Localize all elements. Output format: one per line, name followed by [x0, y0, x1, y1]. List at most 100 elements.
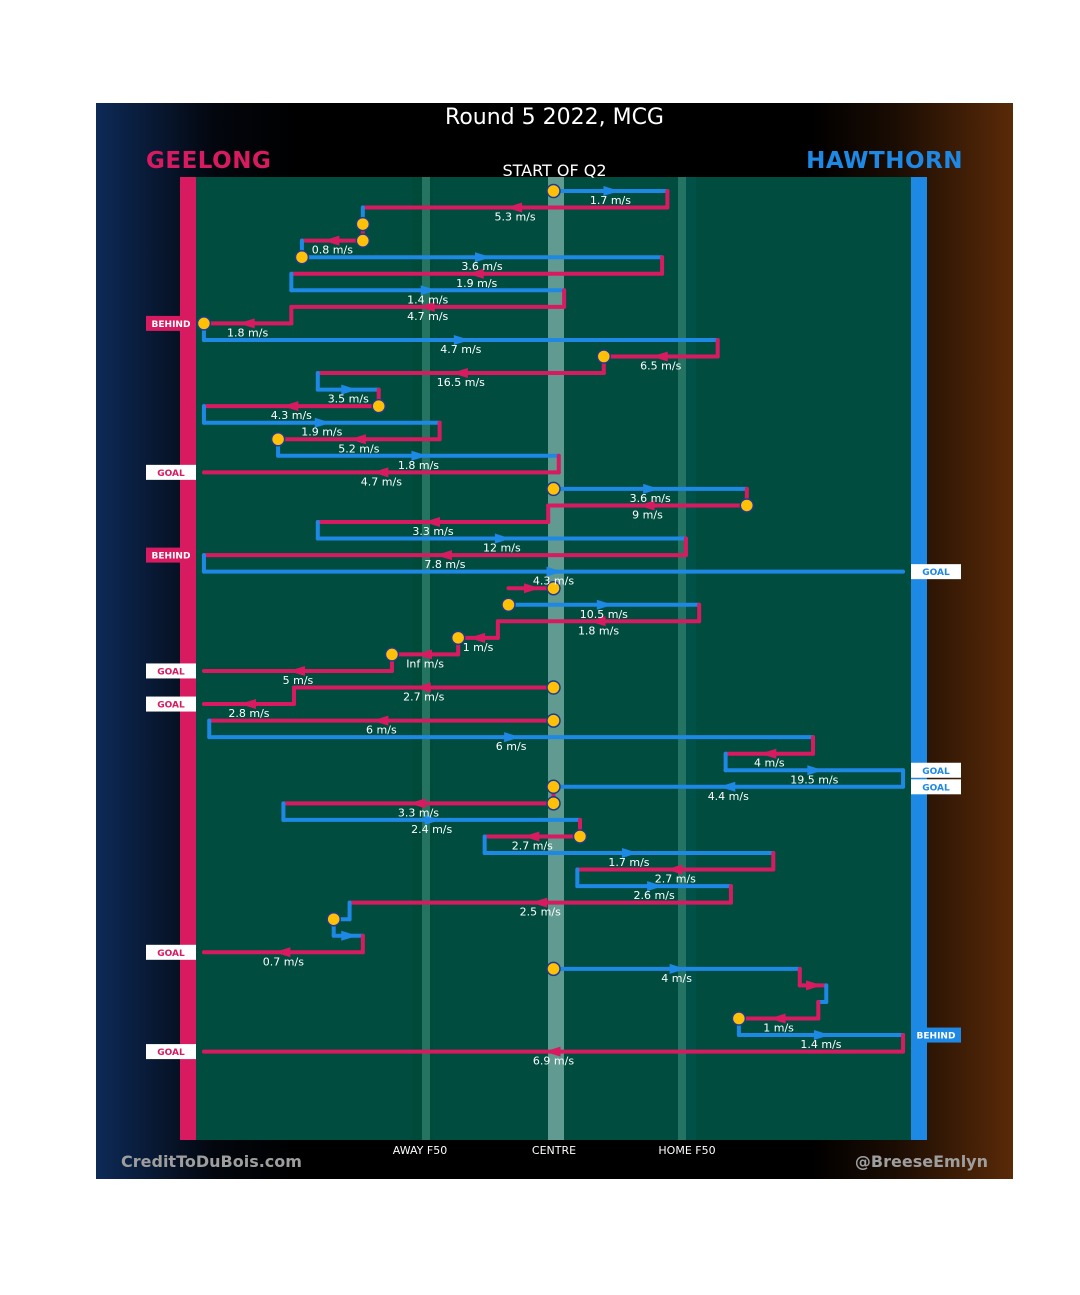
speed-label-13: 4.3 m/s [271, 409, 312, 422]
segment-arrow-30 [414, 682, 431, 693]
speed-label-0: 1.7 m/s [590, 194, 631, 207]
chart-subtitle: START OF Q2 [502, 161, 607, 180]
possession-segment-7 [289, 288, 567, 312]
speed-label-33: 6 m/s [496, 740, 527, 753]
score-tag-52: GOAL [146, 1044, 196, 1060]
score-tag-text-52: GOAL [157, 1048, 185, 1058]
speed-label-6: 1.4 m/s [407, 293, 448, 306]
possession-chain [201, 186, 906, 1057]
chart-canvas: 1.7 m/s 5.3 m/s 0.8 m/s 3.6 m/s 1.9 m/s 1.4 m… [146, 177, 961, 1140]
speed-label-5: 1.9 m/s [456, 277, 497, 290]
score-tag-36-start: GOAL [911, 779, 961, 795]
speed-label-42: 2.6 m/s [634, 889, 675, 902]
possession-segment-17 [201, 453, 561, 478]
possession-segment-5 [289, 255, 665, 279]
segment-arrow-10 [651, 351, 668, 362]
chart-title: Round 5 2022, MCG [445, 105, 664, 130]
stoppage-marker-18-start [546, 481, 561, 497]
possession-segment-30 [291, 682, 556, 693]
score-tag-51: BEHIND [911, 1027, 961, 1043]
score-tag-box-17 [146, 464, 196, 480]
score-tag-box-35 [911, 762, 961, 778]
speed-label-43: 2.5 m/s [520, 906, 561, 919]
speed-label-3: 0.8 m/s [312, 244, 353, 257]
segment-arrow-20 [424, 517, 441, 527]
credit-right: @BreeseEmlyn [854, 1152, 988, 1171]
possession-segment-52 [201, 1033, 906, 1057]
chart-card: 1.7 m/s 5.3 m/s 0.8 m/s 3.6 m/s 1.9 m/s 1.4 m… [96, 103, 1013, 1179]
segment-arrow-4 [475, 252, 491, 263]
x-tick-home-f50: HOME F50 [658, 1144, 716, 1157]
speed-label-21: 12 m/s [483, 542, 521, 555]
speed-label-30: 2.7 m/s [403, 691, 444, 704]
stoppage-marker-8-end [196, 316, 212, 331]
speed-label-22: 7.8 m/s [424, 558, 465, 571]
segment-arrow-13 [282, 401, 299, 412]
segment-arrow-5 [467, 268, 484, 279]
segment-arrow-3 [323, 235, 340, 246]
stoppage-marker-3-start [355, 233, 371, 248]
speed-label-50: 1 m/s [763, 1022, 794, 1035]
possession-segment-24 [506, 583, 556, 594]
score-tag-box-23 [911, 564, 961, 580]
segment-arrow-7 [418, 301, 435, 312]
speed-label-46: 0.7 m/s [263, 955, 304, 968]
possession-segment-25 [506, 599, 702, 610]
possession-segment-21 [315, 520, 688, 544]
segment-arrow-33 [504, 732, 521, 743]
possession-segment-0 [551, 186, 670, 196]
segment-arrow-29 [288, 665, 305, 676]
segment-arrow-38 [424, 814, 441, 825]
segment-arrow-18 [643, 483, 660, 494]
score-tag-text-36-start: GOAL [922, 783, 950, 793]
speed-label-32: 6 m/s [366, 724, 397, 737]
speed-labels: 1.7 m/s 5.3 m/s 0.8 m/s 3.6 m/s 1.9 m/s 1.4 m… [227, 194, 842, 1068]
stoppage-marker-13-start [371, 398, 386, 414]
segment-arrow-51 [813, 1030, 830, 1041]
score-tag-46: GOAL [146, 944, 196, 960]
speed-label-8: 1.8 m/s [227, 326, 268, 339]
stoppage-marker-32-start [546, 713, 561, 728]
speed-label-14: 1.9 m/s [301, 426, 342, 439]
score-tags: BEHIND GOAL BEHIND GOAL GOAL GOAL GOAL GOAL GOAL… [146, 315, 961, 1060]
speed-label-34: 4 m/s [754, 757, 785, 770]
segment-arrow-23 [546, 566, 563, 577]
segment-arrow-14 [314, 417, 331, 428]
score-tag-text-22: BEHIND [152, 552, 191, 562]
speed-label-38: 2.4 m/s [411, 823, 452, 836]
possession-segment-47 [551, 963, 802, 974]
credit-left: CreditToDuBois.com [121, 1152, 302, 1171]
score-tag-22: BEHIND [146, 547, 196, 563]
segment-arrow-27 [469, 632, 486, 643]
possession-segment-36 [551, 768, 906, 792]
speed-label-31: 2.8 m/s [228, 707, 269, 720]
segment-arrow-19 [638, 500, 655, 511]
stoppage-marker-30-start [546, 680, 561, 695]
speed-label-9: 4.7 m/s [440, 343, 481, 356]
speed-label-15: 5.2 m/s [338, 442, 379, 455]
score-tag-35: GOAL [911, 762, 961, 778]
speed-label-10: 6.5 m/s [640, 360, 681, 373]
speed-label-23: 4.3 m/s [533, 575, 574, 588]
possession-segment-14 [201, 404, 442, 428]
speed-label-37: 3.3 m/s [398, 806, 439, 819]
possession-segment-48 [797, 966, 829, 991]
segment-arrow-6 [420, 285, 437, 296]
possession-segment-34 [723, 735, 816, 759]
possession-segment-32 [207, 715, 556, 726]
stoppage-marker-10-end [596, 349, 612, 364]
score-tag-box-22 [146, 547, 196, 563]
segment-arrow-31 [239, 699, 256, 710]
possession-segment-26 [495, 602, 702, 627]
score-tag-box-36-start [911, 779, 961, 795]
score-tag-text-8: BEHIND [152, 320, 191, 330]
segment-arrow-46 [274, 947, 291, 958]
possession-segment-43 [347, 884, 733, 908]
segment-arrow-16 [411, 450, 428, 461]
away-team-label: HAWTHORN [806, 148, 963, 174]
possession-segment-23 [201, 553, 906, 577]
speed-label-26: 1.8 m/s [578, 624, 619, 637]
possession-segment-35 [723, 751, 906, 776]
speed-label-29: 5 m/s [283, 674, 314, 687]
possession-segment-6 [289, 271, 567, 296]
